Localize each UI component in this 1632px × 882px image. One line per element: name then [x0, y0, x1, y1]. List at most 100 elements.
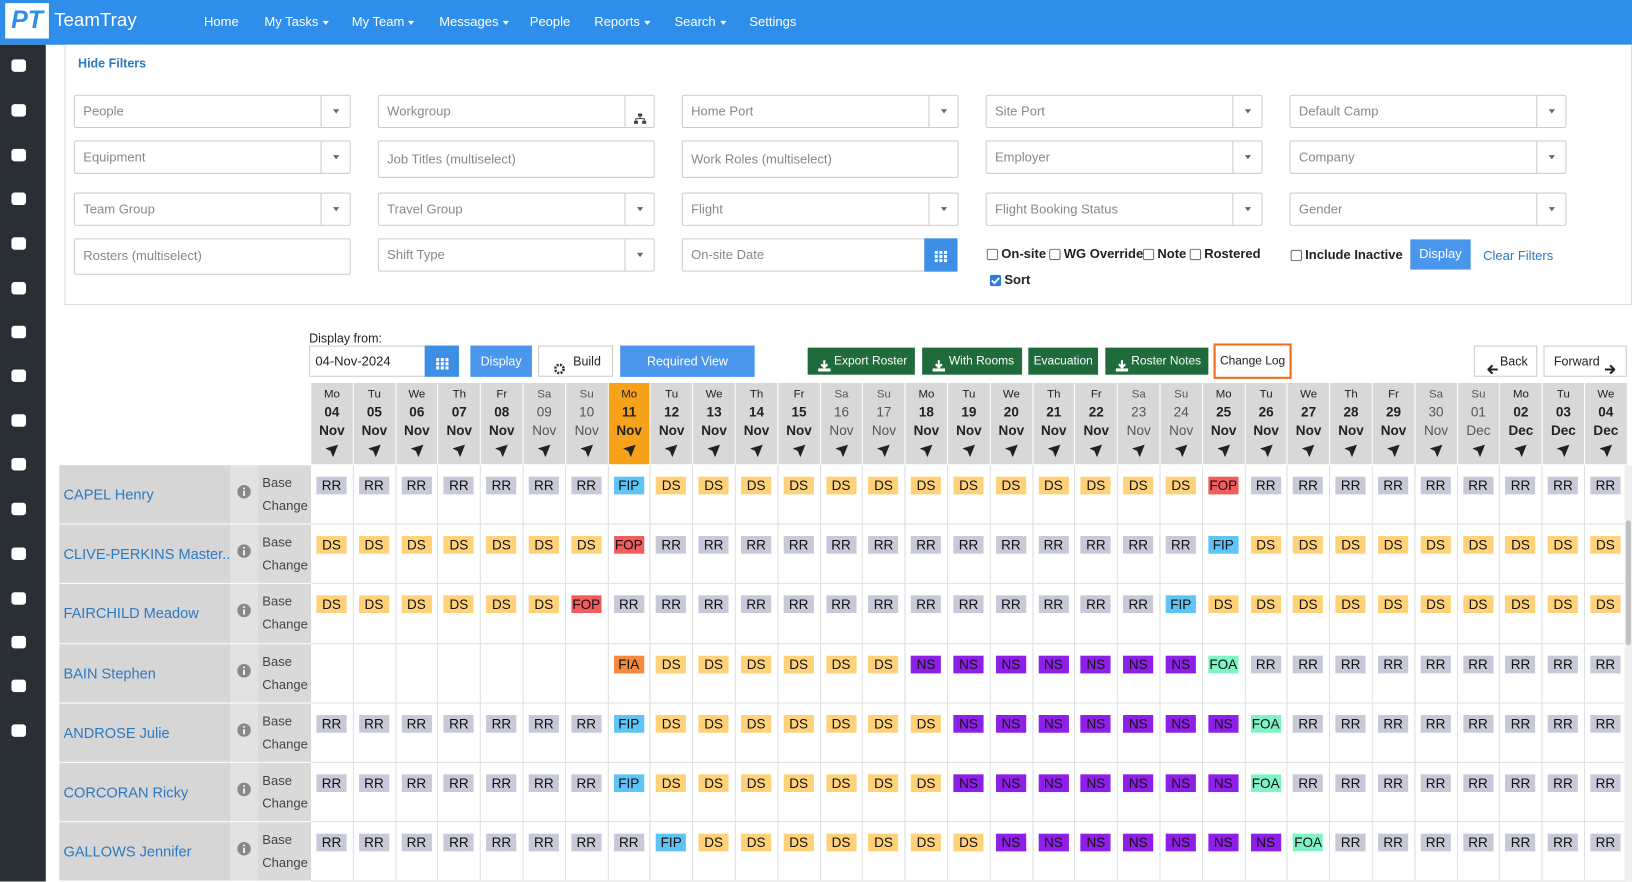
roster-cell[interactable]: DS [1330, 584, 1373, 644]
roster-cell[interactable]: DS [1118, 465, 1161, 525]
roster-cell[interactable]: DS [1372, 584, 1416, 644]
nav-icon[interactable] [10, 546, 27, 561]
roster-cell[interactable] [353, 643, 397, 704]
roster-cell[interactable]: RR [1033, 584, 1076, 644]
roster-cell[interactable]: DS [1457, 584, 1501, 644]
roster-cell[interactable]: DS [1542, 584, 1586, 644]
person-name[interactable]: ANDROSE Julie [63, 724, 170, 741]
roster-cell[interactable]: DS [1457, 524, 1501, 585]
roster-cell[interactable]: DS [438, 524, 482, 585]
info-icon[interactable] [237, 604, 251, 618]
roster-cell[interactable]: RR [1585, 762, 1628, 823]
roster-cell[interactable]: DS [735, 762, 779, 823]
person-name[interactable]: CLIVE-PERKINS Master... [63, 545, 231, 563]
roster-cell[interactable]: DS [1415, 524, 1458, 585]
roster-cell[interactable]: NS [948, 762, 991, 823]
roster-cell[interactable]: DS [650, 465, 694, 525]
roster-cell[interactable]: DS [438, 584, 482, 644]
roster-cell[interactable]: NS [1118, 643, 1161, 704]
nav-item[interactable]: Messages [439, 15, 509, 29]
roster-cell[interactable]: RR [565, 822, 609, 882]
roster-cell[interactable]: FIP [1160, 584, 1203, 644]
build-button[interactable]: Build [538, 345, 614, 377]
checkbox[interactable]: Rostered [1189, 247, 1261, 263]
roster-cell[interactable]: RR [1542, 465, 1586, 525]
roster-cell[interactable]: RR [1457, 465, 1501, 525]
nav-icon[interactable] [10, 591, 27, 606]
filter-field[interactable]: Flight [681, 192, 959, 226]
roster-cell[interactable]: NS [1075, 643, 1119, 704]
roster-cell[interactable]: RR [1585, 703, 1628, 763]
roster-cell[interactable]: RR [1118, 524, 1161, 585]
date-input[interactable]: 04-Nov-2024 [309, 345, 459, 377]
roster-cell[interactable]: RR [1542, 822, 1586, 882]
roster-cell[interactable]: DS [778, 643, 821, 704]
nav-icon[interactable] [10, 635, 27, 650]
roster-cell[interactable]: RR [1033, 524, 1076, 585]
roster-cell[interactable]: RR [1500, 822, 1543, 882]
checkbox[interactable]: On-site [986, 247, 1046, 263]
roster-cell[interactable]: FOA [1245, 762, 1288, 823]
roster-cell[interactable]: RR [735, 524, 779, 585]
roster-cell[interactable]: RR [1245, 465, 1288, 525]
roster-cell[interactable]: FOP [1202, 465, 1246, 525]
roster-cell[interactable]: RR [1457, 643, 1501, 704]
roster-cell[interactable]: RR [905, 524, 949, 585]
roster-cell[interactable]: DS [1372, 524, 1416, 585]
roster-cell[interactable]: RR [1457, 703, 1501, 763]
roster-cell[interactable]: DS [1585, 584, 1628, 644]
clear-filters[interactable]: Clear Filters [1483, 248, 1554, 264]
filter-field[interactable]: Job Titles (multiselect) [377, 140, 655, 178]
roster-cell[interactable]: RR [565, 703, 609, 763]
roster-cell[interactable]: RR [1500, 643, 1543, 704]
checkbox[interactable]: Note [1142, 247, 1186, 263]
roster-cell[interactable]: RR [1457, 822, 1501, 882]
roster-cell[interactable]: DS [311, 524, 354, 585]
roster-cell[interactable]: DS [311, 584, 354, 644]
roster-cell[interactable] [396, 643, 439, 704]
roster-cell[interactable]: RR [863, 524, 906, 585]
roster-cell[interactable]: NS [1075, 762, 1119, 823]
roster-cell[interactable]: NS [948, 703, 991, 763]
change-log-button[interactable]: Change Log [1213, 343, 1292, 379]
roster-cell[interactable]: RR [481, 762, 524, 823]
roster-cell[interactable]: RR [1330, 703, 1373, 763]
filter-field[interactable]: Workgroup [377, 94, 655, 129]
roster-cell[interactable]: DS [1202, 584, 1246, 644]
roster-cell[interactable]: DS [1500, 584, 1543, 644]
roster-cell[interactable]: FOA [1202, 643, 1246, 704]
roster-cell[interactable]: RR [396, 822, 439, 882]
roster-cell[interactable]: RR [1542, 762, 1586, 823]
roster-cell[interactable]: RR [438, 465, 482, 525]
roster-cell[interactable]: NS [1033, 822, 1076, 882]
roster-cell[interactable]: DS [735, 703, 779, 763]
filter-field[interactable]: People [73, 94, 351, 129]
roster-cell[interactable]: DS [820, 822, 864, 882]
roster-cell[interactable]: NS [1245, 822, 1288, 882]
roster-cell[interactable]: DS [1160, 465, 1203, 525]
nav-icon[interactable] [10, 679, 27, 694]
roster-cell[interactable]: DS [565, 524, 609, 585]
roster-cell[interactable]: RR [1330, 762, 1373, 823]
roster-cell[interactable]: FIP [608, 703, 651, 763]
roster-cell[interactable]: RR [1500, 703, 1543, 763]
roster-cell[interactable]: DS [863, 762, 906, 823]
info-icon[interactable] [237, 723, 251, 737]
roster-cell[interactable]: RR [438, 703, 482, 763]
roster-cell[interactable]: RR [735, 584, 779, 644]
nav-icon[interactable] [10, 281, 27, 296]
roster-cell[interactable]: RR [863, 584, 906, 644]
roster-cell[interactable]: RR [820, 524, 864, 585]
roster-cell[interactable]: DS [693, 643, 736, 704]
roster-cell[interactable]: FIP [650, 822, 694, 882]
roster-cell[interactable]: RR [948, 524, 991, 585]
roster-cell[interactable]: NS [1118, 703, 1161, 763]
roster-cell[interactable]: RR [1415, 822, 1458, 882]
info-icon[interactable] [237, 485, 251, 499]
roster-cell[interactable]: DS [820, 643, 864, 704]
roster-cell[interactable]: DS [523, 584, 566, 644]
roster-cell[interactable]: NS [1160, 822, 1203, 882]
roster-cell[interactable]: RR [778, 524, 821, 585]
roster-cell[interactable]: RR [1542, 643, 1586, 704]
filter-field[interactable]: On-site Date [681, 238, 958, 272]
